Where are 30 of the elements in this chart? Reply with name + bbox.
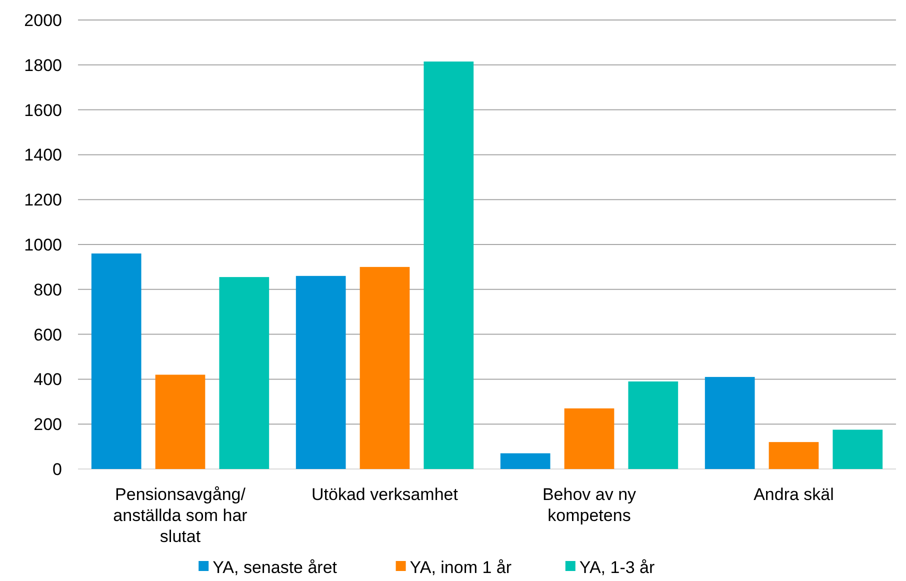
y-tick-label: 600	[34, 325, 62, 344]
y-tick-label: 0	[52, 460, 62, 479]
bar	[91, 253, 142, 469]
legend-label: YA, inom 1 år	[410, 558, 512, 577]
bar	[628, 381, 678, 469]
y-tick-label: 1000	[24, 235, 62, 254]
x-tick-label: Andra skäl	[754, 485, 834, 504]
bar	[768, 442, 819, 469]
x-tick-label: Pensionsavgång/ anställda som har slutat	[113, 485, 248, 546]
bar	[704, 376, 755, 469]
y-tick-label: 1600	[24, 100, 62, 120]
bar	[296, 276, 346, 469]
bar	[219, 277, 270, 469]
y-tick-label: 1400	[24, 146, 62, 165]
bar	[500, 453, 550, 469]
x-tick-label: Behov av ny kompetens	[542, 485, 637, 525]
bar	[832, 430, 883, 469]
bar	[424, 62, 474, 469]
y-tick-label: 2000	[24, 10, 62, 30]
y-tick-label: 1800	[24, 56, 62, 75]
y-tick-label: 800	[34, 280, 62, 300]
y-tick-label: 1200	[24, 190, 62, 210]
legend-label: YA, 1-3 år	[579, 558, 656, 577]
x-tick-label: Utökad verksamhet	[312, 485, 458, 504]
y-tick-label: 400	[34, 370, 62, 390]
y-tick-label: 200	[34, 415, 62, 434]
legend-label: YA, senaste året	[212, 558, 338, 577]
bar	[155, 374, 206, 469]
bar	[360, 266, 410, 469]
bar	[564, 408, 614, 469]
